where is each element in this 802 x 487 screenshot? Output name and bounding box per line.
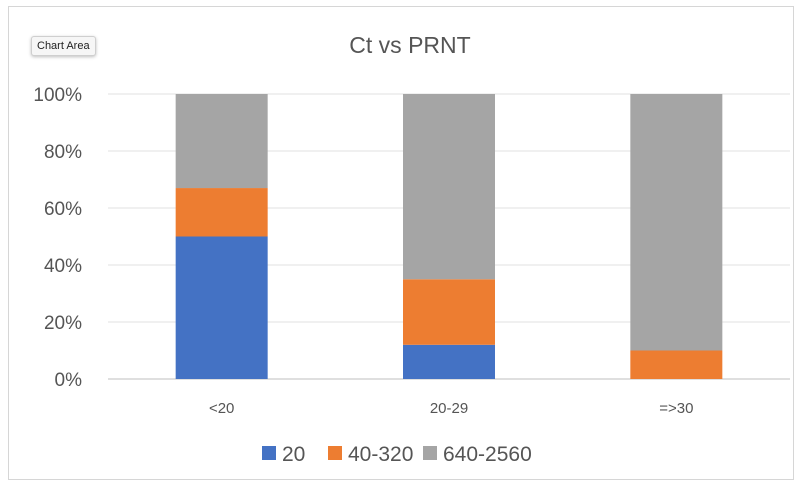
bar-segment[interactable] — [630, 94, 723, 351]
bar-segment[interactable] — [175, 236, 268, 380]
bar-segment[interactable] — [630, 350, 723, 380]
bar-segment[interactable] — [403, 344, 495, 379]
legend-swatch — [423, 446, 437, 460]
y-tick-label: 80% — [44, 142, 82, 163]
bar-segment[interactable] — [403, 279, 495, 345]
y-tick-label: 100% — [33, 85, 82, 106]
legend-swatch — [262, 446, 276, 460]
chart-area-tooltip: Chart Area — [31, 36, 96, 56]
bars — [175, 94, 723, 380]
y-tick-label: 0% — [55, 370, 83, 391]
chart-title: Ct vs PRNT — [349, 32, 470, 58]
x-tick-label: =>30 — [659, 400, 693, 417]
x-tick-label: <20 — [209, 400, 234, 417]
legend-label: 640-2560 — [443, 443, 532, 466]
legend-label: 20 — [282, 443, 305, 466]
y-tick-label: 60% — [44, 199, 82, 220]
legend: 20 40-320 640-2560 — [262, 443, 532, 466]
y-tick-label: 40% — [44, 256, 82, 277]
bar-segment[interactable] — [175, 188, 268, 237]
bar-segment[interactable] — [403, 94, 495, 280]
legend-swatch — [328, 446, 342, 460]
bar-segment[interactable] — [175, 94, 268, 189]
x-axis-ticks: <20 20-29 =>30 — [209, 400, 694, 417]
legend-label: 40-320 — [348, 443, 413, 466]
y-axis-ticks: 0% 20% 40% 60% 80% 100% — [33, 85, 82, 391]
x-tick-label: 20-29 — [430, 400, 468, 417]
y-tick-label: 20% — [44, 313, 82, 334]
